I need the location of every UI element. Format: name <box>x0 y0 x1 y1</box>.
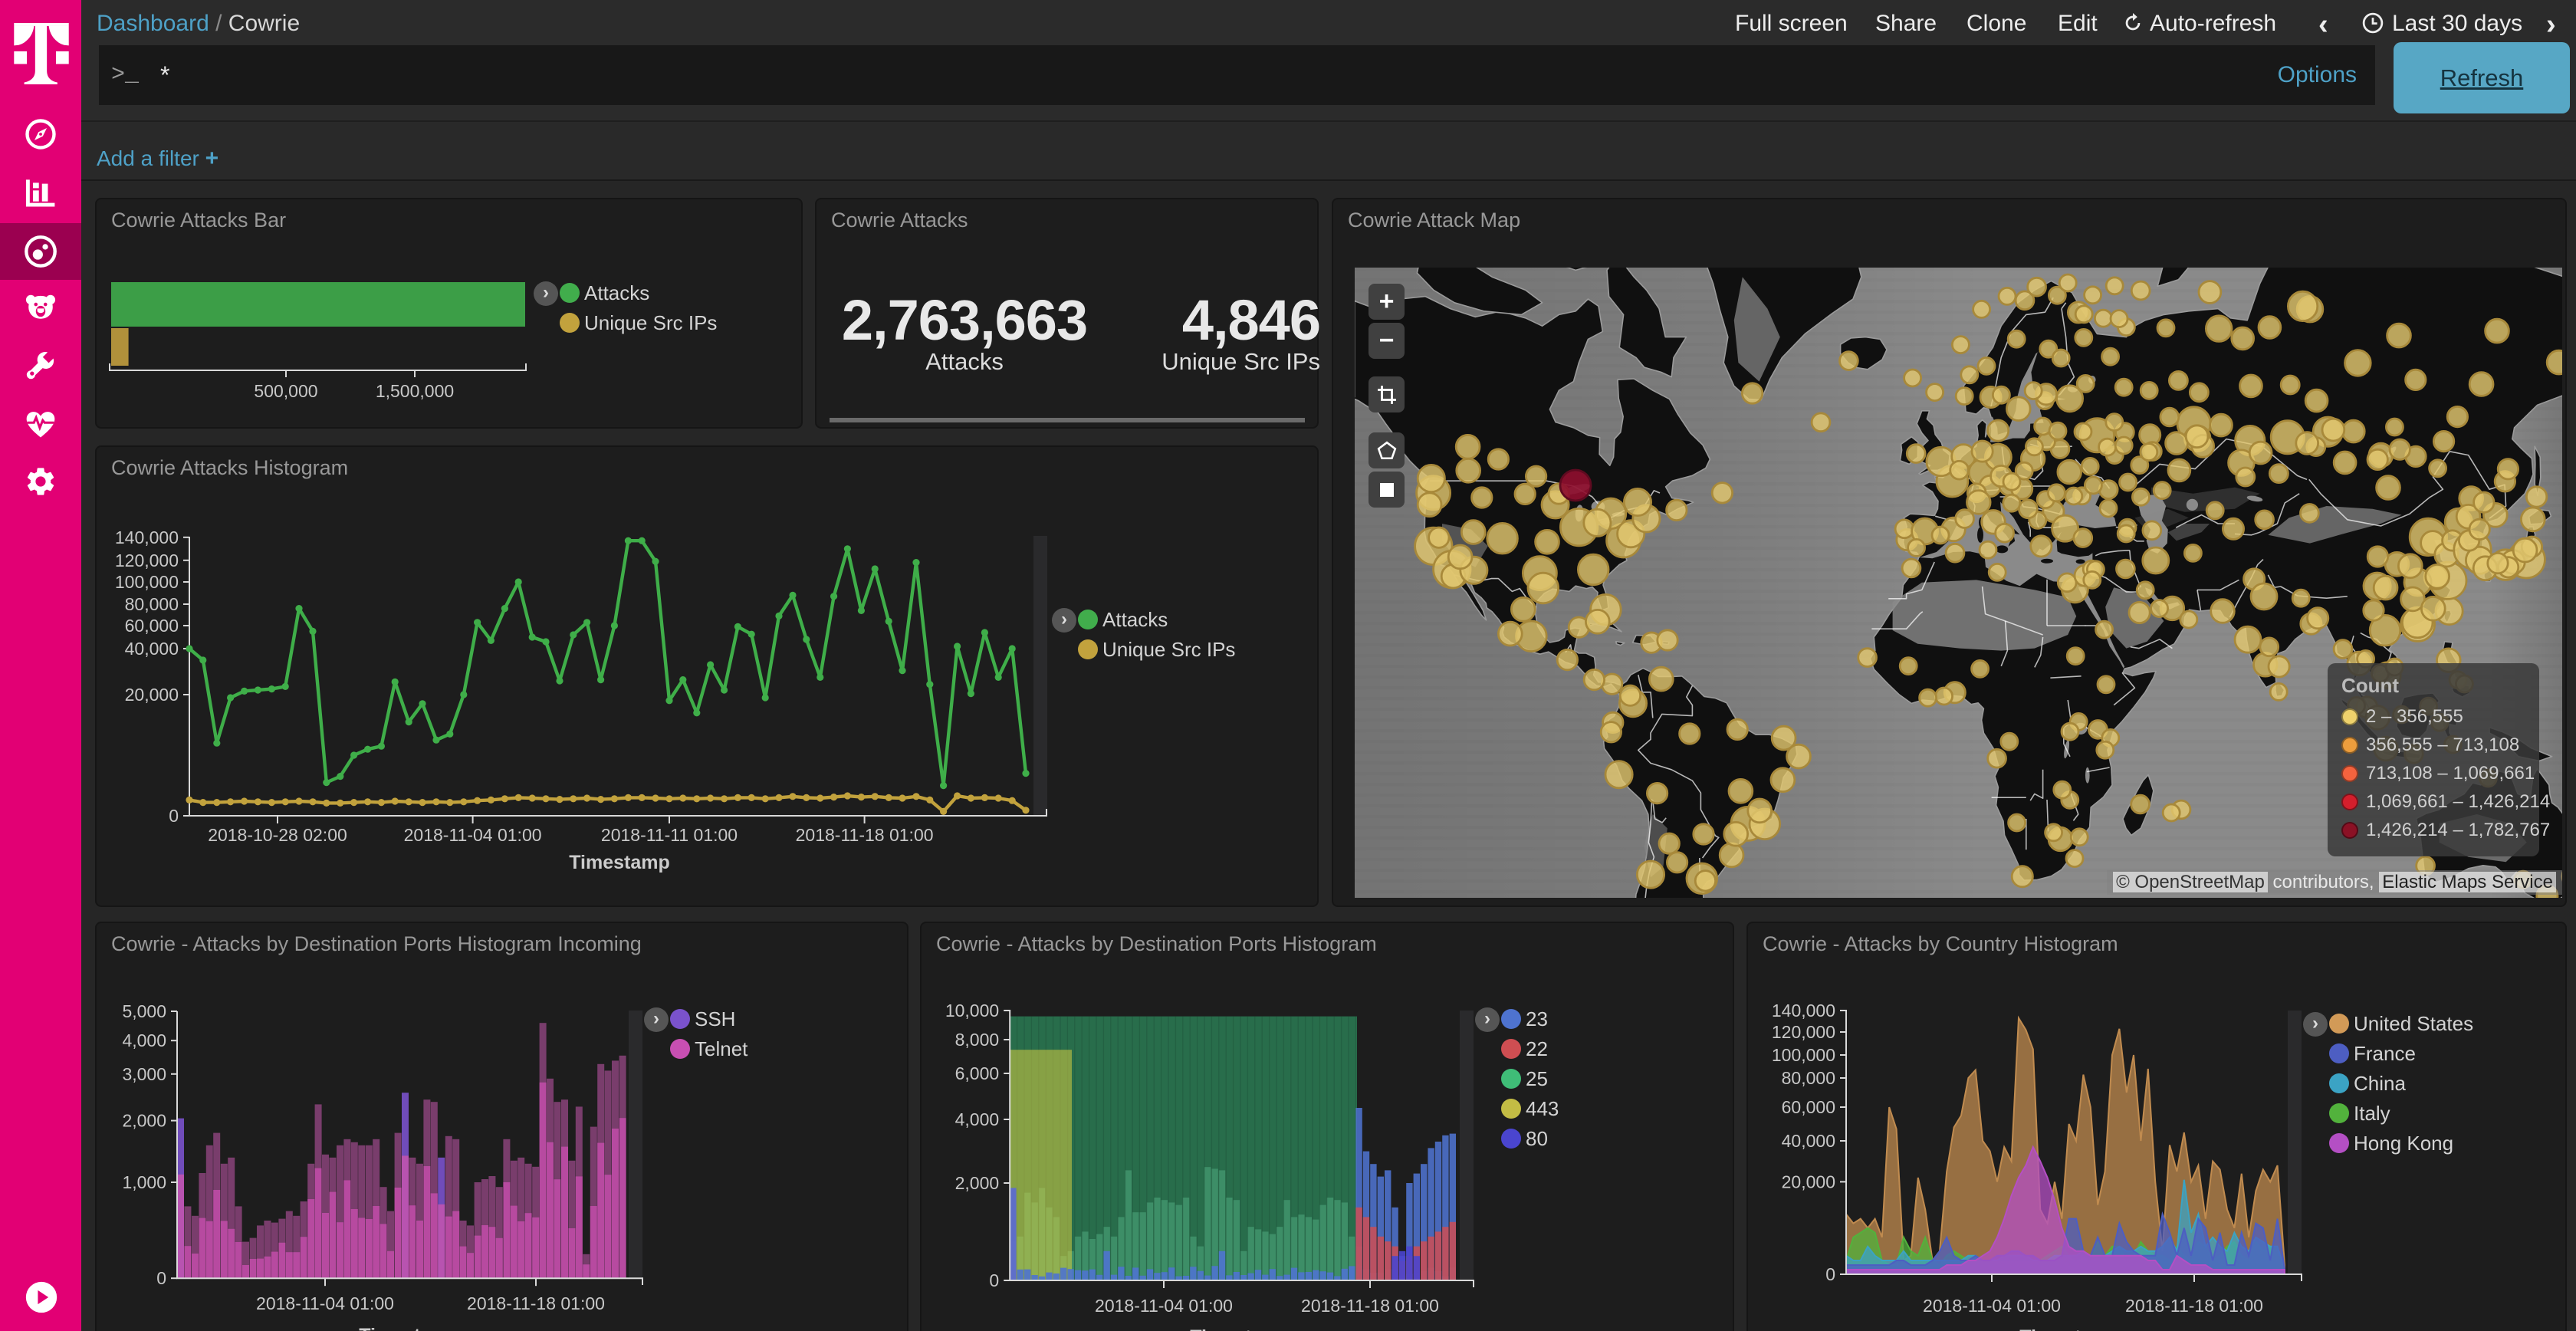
svg-text:2,000: 2,000 <box>122 1111 166 1131</box>
svg-text:2018-11-04 01:00: 2018-11-04 01:00 <box>404 825 542 845</box>
svg-text:100,000: 100,000 <box>1772 1045 1835 1065</box>
svg-text:4,000: 4,000 <box>955 1109 1000 1129</box>
svg-text:10,000: 10,000 <box>945 1001 999 1020</box>
svg-text:120,000: 120,000 <box>115 550 179 570</box>
svg-text:1,500,000: 1,500,000 <box>376 381 454 401</box>
svg-text:2018-11-18 01:00: 2018-11-18 01:00 <box>467 1293 605 1313</box>
svg-text:Timestamp: Timestamp <box>569 852 670 873</box>
svg-text:2018-11-18 01:00: 2018-11-18 01:00 <box>1301 1296 1439 1316</box>
svg-text:4,000: 4,000 <box>122 1030 166 1050</box>
svg-text:140,000: 140,000 <box>1772 1001 1835 1020</box>
svg-text:0: 0 <box>989 1270 999 1290</box>
svg-text:2018-11-04 01:00: 2018-11-04 01:00 <box>1923 1296 2061 1316</box>
svg-text:2018-11-04 01:00: 2018-11-04 01:00 <box>256 1293 394 1313</box>
svg-text:60,000: 60,000 <box>1782 1097 1835 1117</box>
svg-text:20,000: 20,000 <box>1782 1172 1835 1191</box>
svg-text:60,000: 60,000 <box>125 616 179 636</box>
svg-text:Timestamp: Timestamp <box>1190 1326 1291 1331</box>
svg-text:Timestamp: Timestamp <box>2019 1326 2121 1331</box>
svg-text:5,000: 5,000 <box>122 1001 166 1021</box>
svg-text:100,000: 100,000 <box>115 572 179 592</box>
svg-text:40,000: 40,000 <box>125 639 179 659</box>
svg-text:500,000: 500,000 <box>254 381 317 401</box>
svg-text:140,000: 140,000 <box>115 527 179 547</box>
svg-text:0: 0 <box>156 1268 166 1288</box>
svg-text:1,000: 1,000 <box>122 1172 166 1192</box>
svg-text:2018-11-04 01:00: 2018-11-04 01:00 <box>1095 1296 1233 1316</box>
svg-text:2018-11-18 01:00: 2018-11-18 01:00 <box>796 825 934 845</box>
svg-text:20,000: 20,000 <box>125 685 179 705</box>
svg-text:80,000: 80,000 <box>125 594 179 614</box>
svg-text:0: 0 <box>1825 1264 1835 1284</box>
svg-text:80,000: 80,000 <box>1782 1068 1835 1088</box>
svg-text:2,000: 2,000 <box>955 1173 1000 1193</box>
svg-text:Timestamp: Timestamp <box>359 1325 460 1331</box>
svg-text:0: 0 <box>169 806 179 826</box>
svg-text:40,000: 40,000 <box>1782 1131 1835 1151</box>
svg-text:2018-11-18 01:00: 2018-11-18 01:00 <box>2125 1296 2263 1316</box>
svg-text:3,000: 3,000 <box>122 1064 166 1084</box>
svg-text:6,000: 6,000 <box>955 1063 1000 1083</box>
svg-text:8,000: 8,000 <box>955 1030 1000 1050</box>
svg-text:120,000: 120,000 <box>1772 1022 1835 1042</box>
svg-text:2018-10-28 02:00: 2018-10-28 02:00 <box>208 825 347 845</box>
svg-text:2018-11-11 01:00: 2018-11-11 01:00 <box>601 825 738 845</box>
